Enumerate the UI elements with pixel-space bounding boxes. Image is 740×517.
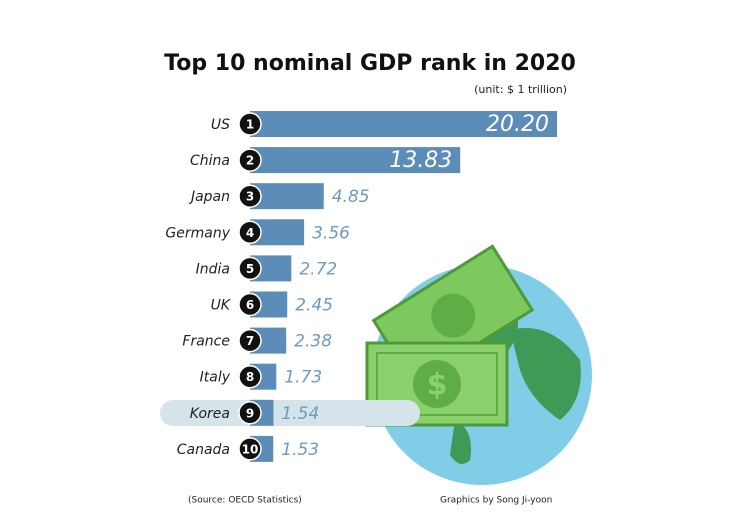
rank-label: 5 bbox=[246, 262, 254, 276]
rank-badge bbox=[238, 364, 262, 389]
rank-label: 8 bbox=[246, 370, 254, 384]
svg-text:$: $ bbox=[427, 368, 448, 403]
rank-label: 2 bbox=[246, 154, 254, 168]
rank-label: 4 bbox=[246, 226, 254, 240]
value-label: 3.56 bbox=[312, 223, 350, 243]
rank-badge bbox=[238, 112, 262, 136]
chart-title: Top 10 nominal GDP rank in 2020 bbox=[164, 51, 576, 76]
value-label: 2.72 bbox=[299, 259, 337, 279]
rank-label: 6 bbox=[246, 298, 254, 312]
category-label: France bbox=[182, 334, 230, 350]
value-label: 20.20 bbox=[486, 112, 549, 137]
rank-badge bbox=[238, 437, 262, 461]
category-label: Japan bbox=[188, 189, 230, 205]
rank-badge bbox=[238, 401, 262, 425]
value-label: 1.73 bbox=[284, 368, 322, 388]
value-label: 13.83 bbox=[389, 148, 452, 173]
illustration: $ bbox=[365, 244, 592, 485]
rank-badge bbox=[238, 184, 262, 208]
bar bbox=[250, 147, 461, 174]
rank-label: 1 bbox=[246, 118, 254, 132]
category-label: Canada bbox=[177, 442, 230, 458]
value-label: 4.85 bbox=[332, 187, 370, 207]
value-label: 2.38 bbox=[294, 332, 332, 352]
rank-badge bbox=[238, 220, 262, 245]
rank-label: 7 bbox=[246, 334, 254, 348]
category-label: Italy bbox=[200, 370, 231, 386]
rank-label: 3 bbox=[246, 190, 254, 204]
category-label: Germany bbox=[165, 225, 230, 241]
rank-badge bbox=[238, 148, 262, 172]
subtitle: (unit: $ 1 trillion) bbox=[474, 83, 567, 96]
rank-badge bbox=[238, 328, 262, 353]
bar bbox=[250, 183, 324, 210]
rank-badge bbox=[238, 292, 262, 317]
category-label: China bbox=[190, 153, 230, 169]
source: (Source: OECD Statistics) bbox=[188, 496, 302, 506]
rank-badge bbox=[238, 256, 262, 281]
value-label: 2.45 bbox=[295, 296, 333, 316]
bar bbox=[250, 111, 558, 137]
highlight-band bbox=[160, 400, 420, 426]
category-label: US bbox=[211, 117, 230, 133]
category-label: India bbox=[196, 261, 230, 277]
value-label: 1.53 bbox=[281, 440, 319, 460]
category-label: Korea bbox=[190, 406, 230, 422]
category-label: UK bbox=[211, 298, 232, 314]
rank-label: 10 bbox=[242, 442, 259, 456]
rank-label: 9 bbox=[246, 406, 254, 420]
credit: Graphics by Song Ji-yoon bbox=[440, 496, 552, 506]
value-label: 1.54 bbox=[281, 404, 319, 424]
